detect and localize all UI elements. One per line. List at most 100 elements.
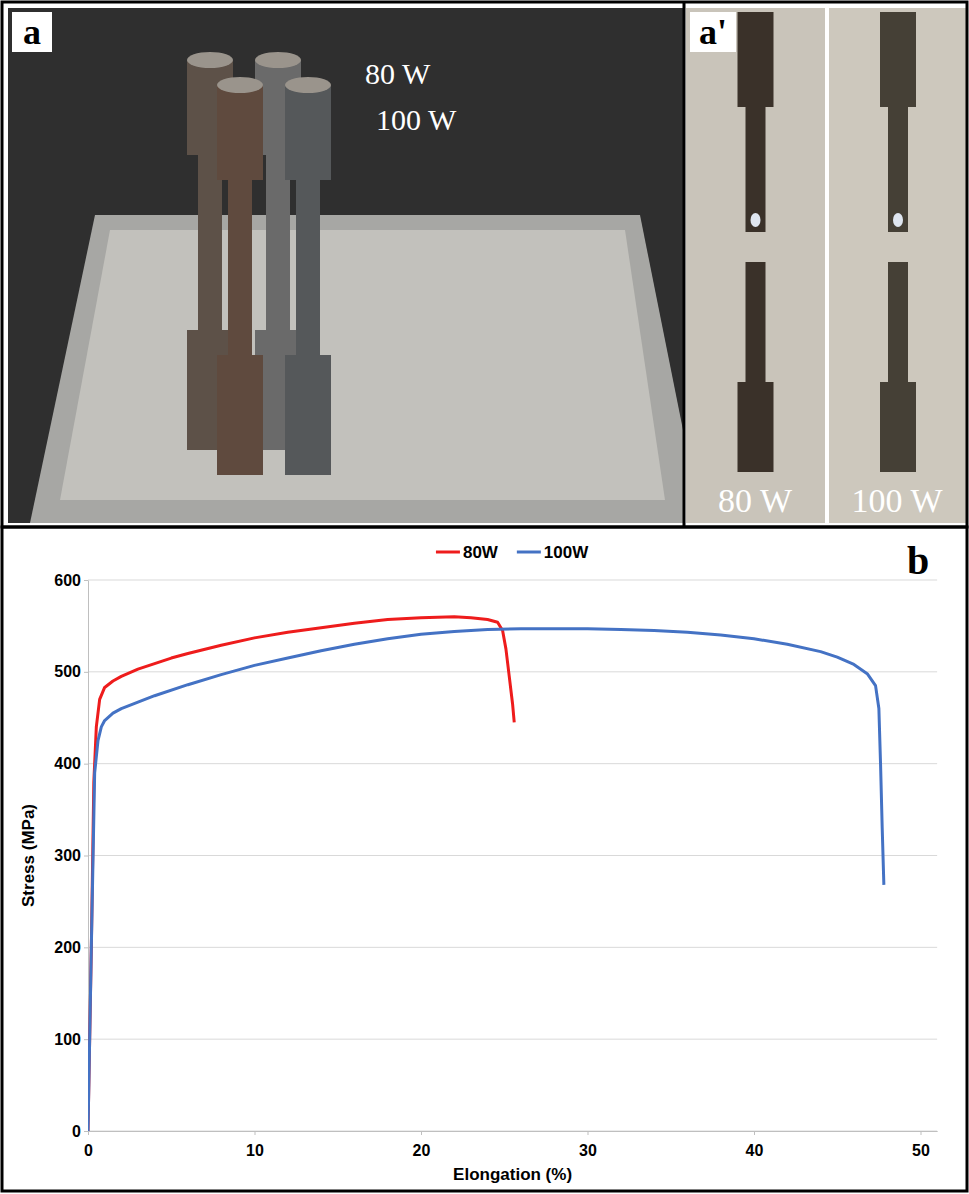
tick-label: 300 (54, 847, 81, 864)
specimen-gauge (228, 180, 252, 355)
figure: a80 W100 Wa'80 W100 W0102030405001002003… (0, 0, 969, 1194)
specimen-gauge (198, 155, 222, 330)
chart: 010203040500100200300400500600Elongation… (19, 538, 938, 1184)
photo-label: 80 W (365, 57, 431, 90)
legend-label: 80W (463, 543, 499, 562)
grid-line (88, 855, 937, 856)
photo-label: 80 W (718, 482, 793, 519)
specimen-grip (738, 382, 774, 472)
tick: 600 (54, 572, 88, 589)
tick-mark (255, 1131, 256, 1135)
tick-label: 10 (246, 1142, 264, 1159)
tick-label: 400 (54, 755, 81, 772)
tick-mark (84, 672, 88, 673)
tick-label: 20 (413, 1142, 431, 1159)
legend-item: 100W (517, 543, 589, 562)
tick-mark (84, 1039, 88, 1040)
x-axis-title: Elongation (%) (453, 1165, 572, 1184)
specimen-gauge (888, 262, 908, 382)
tick-mark (88, 1131, 89, 1135)
panel-border (683, 2, 686, 527)
legend-label: 100W (544, 543, 589, 562)
grid-line (88, 1131, 937, 1132)
panel-letter-background (12, 12, 52, 52)
tick: 10 (246, 1131, 264, 1159)
fracture-mark (751, 213, 761, 227)
y-axis-title: Stress (MPa) (19, 804, 38, 907)
build-plate (30, 215, 683, 523)
tick: 50 (912, 1131, 930, 1159)
specimen-gauge (746, 262, 766, 382)
tick: 20 (413, 1131, 431, 1159)
specimen-grip (285, 355, 331, 475)
specimen-grip (880, 12, 916, 107)
grid-line (88, 947, 937, 948)
specimen-grip (880, 382, 916, 472)
photo-label: 100 W (852, 482, 944, 519)
photo-panel-a: a80 W100 W (8, 8, 683, 523)
tick-mark (754, 1131, 755, 1135)
photo-background (686, 8, 825, 523)
specimen-top (217, 77, 263, 93)
tick-mark (84, 856, 88, 857)
series-line (88, 617, 514, 1131)
panel-letter: a (23, 12, 41, 52)
fracture-mark (893, 213, 903, 227)
specimen-grip (217, 355, 263, 475)
tick-label: 50 (912, 1142, 930, 1159)
tick: 400 (54, 755, 88, 772)
tick-label: 500 (54, 663, 81, 680)
tick-label: 40 (746, 1142, 764, 1159)
photo-background (829, 8, 967, 523)
panel-border (2, 527, 967, 1191)
specimen-gauge (296, 180, 320, 355)
tick-mark (84, 1131, 88, 1132)
tick-label: 30 (579, 1142, 597, 1159)
tick-mark (84, 764, 88, 765)
specimen (285, 77, 331, 475)
legend: 80W 100W (436, 543, 589, 562)
tick: 100 (54, 1031, 88, 1048)
grid-line (88, 763, 937, 764)
tick: 40 (746, 1131, 764, 1159)
photo-panel-a-prime: a' 80 W 100 W (686, 8, 967, 523)
specimen-top (187, 52, 233, 68)
tick-label: 0 (72, 1123, 81, 1140)
specimen-top (255, 52, 301, 68)
tick-mark (921, 1131, 922, 1135)
panel-borders (2, 2, 967, 1191)
photo-divider (825, 8, 829, 523)
panel-letter-background (690, 12, 736, 52)
build-plate-top (60, 230, 665, 500)
tick-mark (84, 580, 88, 581)
specimen-top (285, 77, 331, 93)
tick-label: 0 (84, 1142, 93, 1159)
panel-letter: a' (699, 12, 727, 52)
series-lines (88, 617, 884, 1131)
specimen-grip (738, 12, 774, 107)
tick-mark (588, 1131, 589, 1135)
y-axis: 0 100 200 300 400 500 600 (54, 572, 88, 1140)
tick-mark (421, 1131, 422, 1135)
specimen (217, 77, 263, 475)
grid-line (88, 671, 937, 672)
legend-item: 80W (436, 543, 499, 562)
grid-line (88, 1039, 937, 1040)
tick-label: 100 (54, 1031, 81, 1048)
panel-letter: b (907, 538, 929, 583)
tick-label: 600 (54, 572, 81, 589)
tick-mark (84, 947, 88, 948)
grid-line (88, 580, 937, 581)
tick-label: 200 (54, 939, 81, 956)
tick: 30 (579, 1131, 597, 1159)
specimen-grip (217, 85, 263, 180)
tick: 500 (54, 663, 88, 680)
grid (88, 580, 937, 1131)
tick: 200 (54, 939, 88, 956)
panel-border (2, 2, 967, 527)
specimen-gauge (746, 107, 766, 232)
tick: 0 (72, 1123, 88, 1140)
specimen-grip (285, 85, 331, 180)
x-axis: 0 10 20 30 40 50 (84, 1131, 938, 1159)
legend-swatch (436, 551, 460, 554)
